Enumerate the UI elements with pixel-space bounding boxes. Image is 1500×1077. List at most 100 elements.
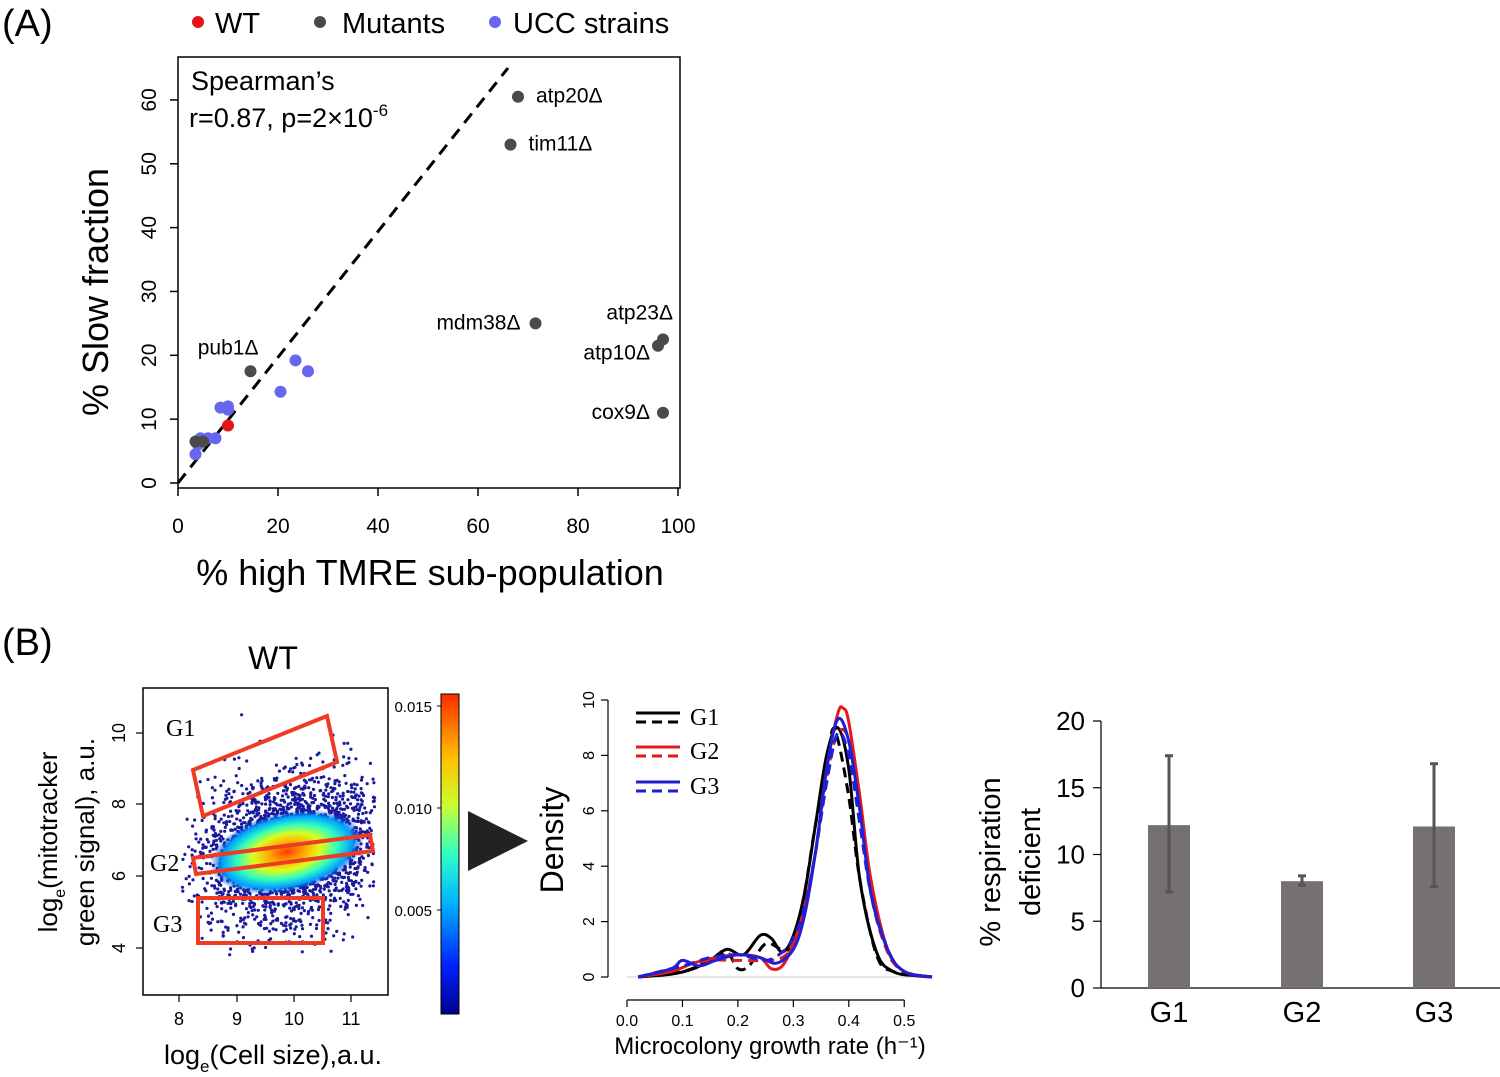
flow-event-dot bbox=[282, 789, 286, 793]
flow-event-dot bbox=[238, 818, 242, 823]
flow-x-label-rest: (Cell size),a.u. bbox=[209, 1040, 382, 1070]
flow-event-dot bbox=[338, 896, 342, 901]
flow-event-dot bbox=[360, 878, 364, 883]
flow-event-dot bbox=[353, 819, 358, 823]
flow-event-dot bbox=[297, 903, 301, 908]
flow-event-dot bbox=[248, 901, 252, 906]
ucc-point bbox=[302, 365, 314, 378]
flow-event-dot bbox=[227, 890, 231, 894]
bar-chart: 0 5 10 15 20 G1 G2 G3 % respiration deficient bbox=[975, 706, 1500, 1029]
flow-event-dot bbox=[201, 846, 205, 850]
flow-event-dot bbox=[319, 886, 323, 890]
flow-event-dot bbox=[354, 887, 358, 891]
flow-event-dot bbox=[358, 897, 362, 901]
flow-event-dot bbox=[342, 875, 347, 879]
flow-event-dot bbox=[224, 793, 228, 797]
flow-event-dot bbox=[284, 792, 288, 796]
flow-event-dot bbox=[329, 893, 333, 897]
density-curve-g1-solid bbox=[637, 726, 933, 979]
flow-event-dot bbox=[210, 884, 214, 888]
flow-event-dot bbox=[235, 817, 239, 821]
flow-event-dot bbox=[192, 894, 196, 898]
bar-category-label: G1 bbox=[1150, 997, 1189, 1029]
flow-event-dot bbox=[269, 922, 273, 926]
flow-event-dot bbox=[268, 799, 272, 803]
flow-event-dot bbox=[282, 766, 286, 770]
panel-b-label: (B) bbox=[2, 622, 53, 664]
flow-event-dot bbox=[294, 792, 298, 796]
flow-event-dot bbox=[327, 792, 331, 796]
flow-event-dot bbox=[274, 928, 278, 932]
flow-event-dot bbox=[326, 907, 331, 912]
gate-g3-label: G3 bbox=[153, 912, 182, 938]
flow-event-dot bbox=[230, 795, 234, 799]
flow-event-dot bbox=[292, 908, 296, 912]
flow-event-dot bbox=[344, 902, 348, 906]
ucc-point bbox=[289, 354, 302, 367]
flow-event-dot bbox=[340, 797, 345, 801]
flow-event-dot bbox=[226, 815, 231, 819]
flow-event-dot bbox=[181, 889, 185, 893]
flow-event-dot bbox=[246, 809, 250, 813]
flow-event-dot bbox=[245, 787, 249, 791]
flow-event-dot bbox=[361, 903, 365, 908]
flow-event-dot bbox=[322, 775, 326, 779]
flow-event-dot bbox=[200, 900, 204, 904]
flow-event-dot bbox=[255, 915, 259, 919]
flow-event-dot bbox=[311, 796, 315, 800]
x-tick-label: 60 bbox=[466, 515, 489, 538]
flow-event-dot bbox=[272, 796, 276, 800]
flow-event-dot bbox=[263, 795, 267, 800]
flow-event-dot bbox=[248, 790, 252, 795]
flow-event-dot bbox=[217, 833, 221, 837]
flow-event-dot bbox=[214, 901, 218, 906]
flow-event-dot bbox=[254, 809, 259, 813]
flow-event-dot bbox=[260, 802, 264, 806]
flow-event-dot bbox=[334, 810, 339, 814]
flow-event-dot bbox=[253, 917, 257, 921]
flow-event-dot bbox=[342, 801, 346, 805]
flow-event-dot bbox=[222, 887, 226, 891]
flow-event-dot bbox=[293, 795, 297, 799]
mutant-point-label: tim11Δ bbox=[529, 133, 593, 156]
flow-event-dot bbox=[238, 892, 243, 896]
density-x-tick-label: 0.3 bbox=[782, 1013, 804, 1030]
flow-event-dot bbox=[210, 917, 215, 921]
flow-event-dot bbox=[303, 799, 307, 804]
mutant-point-label: pub1Δ bbox=[198, 336, 259, 359]
flow-event-dot bbox=[234, 774, 238, 778]
flow-event-dot bbox=[201, 843, 205, 847]
flow-axes: 8 9 10 11 4 6 8 10 bbox=[109, 723, 360, 1029]
flow-event-dot bbox=[241, 936, 246, 940]
flow-event-dot bbox=[246, 915, 250, 919]
flow-event-dot bbox=[362, 793, 366, 798]
flow-event-dot bbox=[357, 881, 361, 885]
flow-event-dot bbox=[354, 793, 358, 797]
y-tick-label: 30 bbox=[138, 280, 161, 303]
flow-event-dot bbox=[193, 818, 197, 822]
flow-event-dot bbox=[337, 780, 341, 784]
flow-event-dot bbox=[356, 816, 360, 820]
flow-event-dot bbox=[251, 949, 255, 954]
flow-event-dot bbox=[282, 904, 286, 908]
flow-event-dot bbox=[215, 891, 219, 895]
flow-event-dot bbox=[209, 928, 213, 932]
flow-event-dot bbox=[253, 815, 257, 819]
density-y-tick-label: 0 bbox=[581, 972, 598, 981]
flow-event-dot bbox=[229, 828, 233, 832]
flow-event-dot bbox=[312, 780, 317, 784]
flow-event-dot bbox=[347, 756, 351, 760]
flow-event-dot bbox=[236, 781, 240, 785]
flow-event-dot bbox=[267, 792, 271, 796]
flow-event-dot bbox=[234, 902, 238, 906]
flow-event-dot bbox=[319, 775, 323, 780]
flow-event-dot bbox=[349, 892, 353, 897]
flow-event-dot bbox=[224, 925, 228, 929]
flow-event-dot bbox=[244, 922, 248, 926]
density-x-tick-label: 0.0 bbox=[616, 1013, 638, 1030]
flow-event-dot bbox=[306, 803, 310, 807]
flow-event-dot bbox=[254, 801, 258, 805]
flow-event-dot bbox=[200, 818, 204, 823]
flow-event-dot bbox=[358, 805, 362, 810]
flow-event-dot bbox=[302, 901, 306, 905]
